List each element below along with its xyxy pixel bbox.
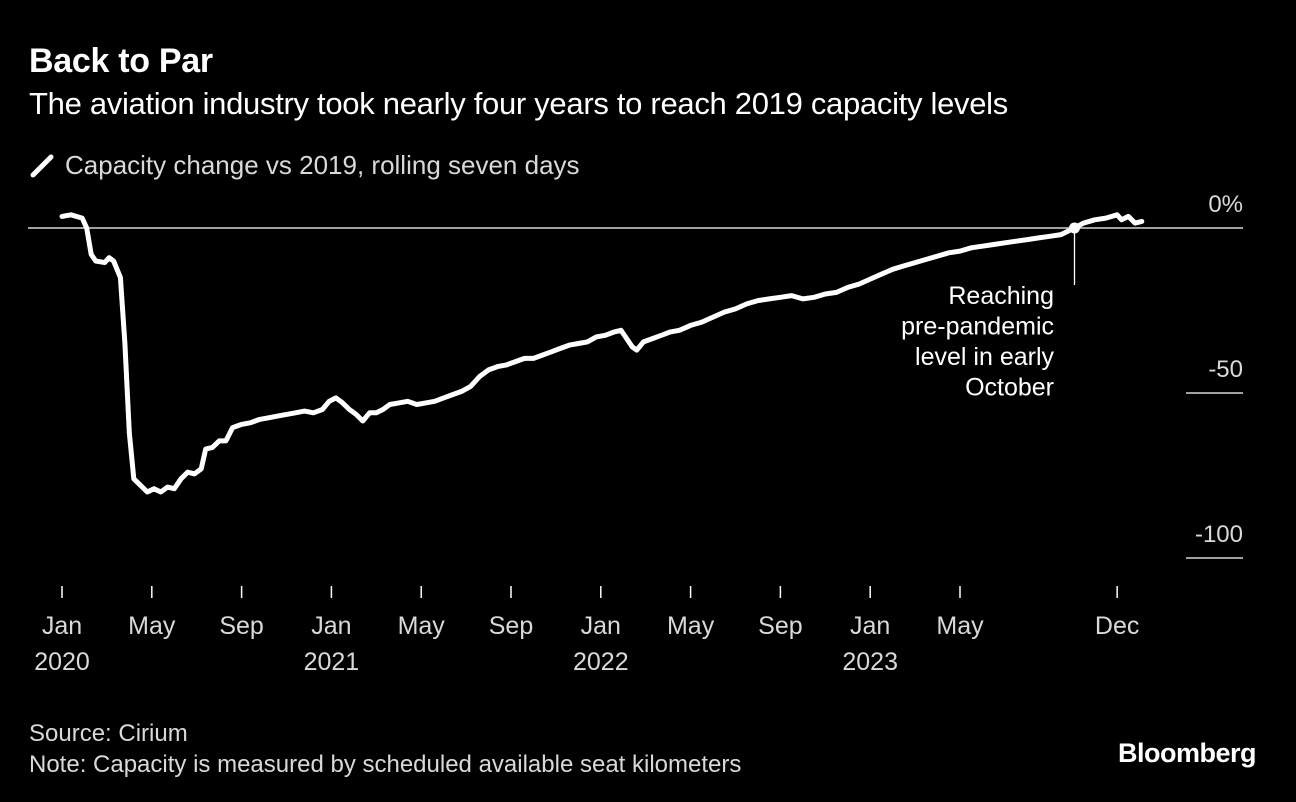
chart-footer: Source: Cirium Note: Capacity is measure… (29, 718, 741, 780)
methodology-note: Note: Capacity is measured by scheduled … (29, 751, 742, 778)
source-note: Source: Cirium (29, 720, 188, 747)
x-tick-label: Jan (850, 612, 890, 640)
chart-subtitle: The aviation industry took nearly four y… (29, 86, 1008, 121)
annotation-text: Reaching (948, 282, 1054, 310)
x-tick-label: May (398, 612, 446, 640)
x-tick-year-label: 2020 (34, 648, 90, 676)
x-tick-label: Dec (1095, 612, 1139, 640)
annotation-text: level in early (915, 343, 1054, 371)
x-tick-label: Jan (581, 612, 621, 640)
x-tick-year-label: 2023 (842, 648, 898, 676)
y-tick-label: -50 (1208, 356, 1243, 383)
bloomberg-logo: Bloomberg (1117, 738, 1257, 768)
x-tick-label: May (667, 612, 715, 640)
x-tick-label: Jan (311, 612, 351, 640)
x-tick-year-label: 2022 (573, 648, 629, 676)
series-line (59, 212, 1145, 495)
x-tick-label: Jan (42, 612, 82, 640)
x-tick-label: Sep (758, 612, 802, 640)
y-tick-label: 0% (1208, 191, 1243, 218)
legend-line-icon (30, 154, 54, 177)
legend-label: Capacity change vs 2019, rolling seven d… (65, 150, 580, 180)
x-tick-label: May (936, 612, 984, 640)
y-tick-label: -100 (1195, 521, 1243, 548)
chart-title: Back to Par (29, 42, 213, 80)
x-tick-label: May (128, 612, 176, 640)
annotation-text: October (965, 374, 1054, 402)
annotation-text: pre-pandemic (901, 313, 1054, 341)
x-tick-label: Sep (489, 612, 533, 640)
x-tick-label: Sep (219, 612, 263, 640)
legend: Capacity change vs 2019, rolling seven d… (29, 150, 580, 181)
x-tick-year-label: 2021 (304, 648, 360, 676)
